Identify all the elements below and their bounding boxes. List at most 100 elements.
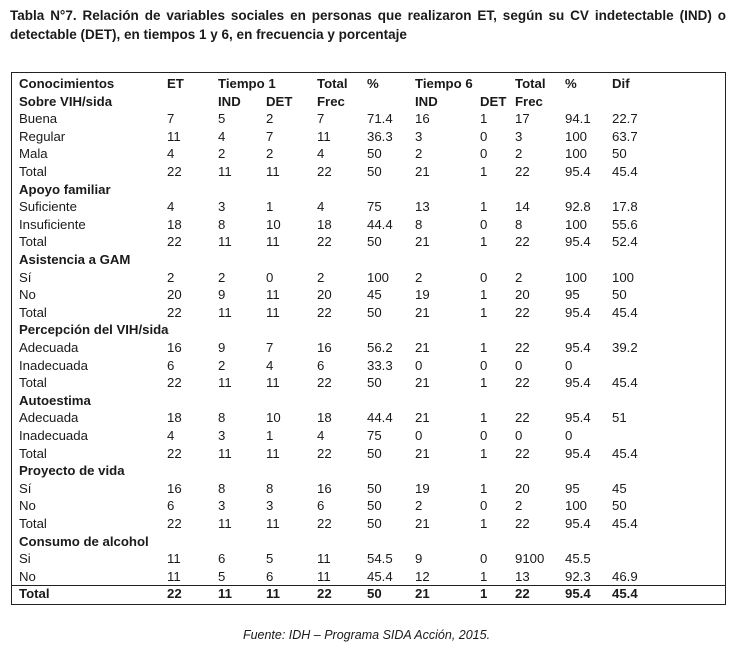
category-row: Apoyo familiar xyxy=(12,181,725,199)
cell-t1-pct: 100 xyxy=(367,269,390,285)
cell-label: Total xyxy=(19,234,47,250)
cell-t6-ind: 21 xyxy=(415,375,430,391)
cell-label: Total xyxy=(19,375,47,391)
table-row: No 20 9 11 20 45 19 1 20 95 50 xyxy=(12,286,725,304)
cell-t1-ind: 3 xyxy=(218,199,226,215)
cell-t1-det: 7 xyxy=(266,128,274,144)
cell-t1-ind: 2 xyxy=(218,146,226,162)
table-row: Sí 16 8 8 16 50 19 1 20 95 45 xyxy=(12,480,725,498)
cell-t6-det: 1 xyxy=(480,410,488,426)
cell-label: Asistencia a GAM xyxy=(19,252,131,267)
cell-t6-det: 1 xyxy=(480,111,488,127)
cell-t6-ind: 2 xyxy=(415,146,423,162)
cell-t1-pct: 36.3 xyxy=(367,128,393,144)
cell-t6-ind: IND xyxy=(415,93,438,109)
cell-t6-pct: 100 xyxy=(565,216,588,232)
cell-t6-total: 2 xyxy=(515,269,523,285)
cell-t1-det: 2 xyxy=(266,146,274,162)
cell-t6-total: 22 xyxy=(515,304,530,320)
cell-t1-det: 10 xyxy=(266,410,281,426)
cell-dif: 45.4 xyxy=(612,375,638,391)
cell-t1-pct: % xyxy=(367,76,379,91)
cell-dif: 50 xyxy=(612,287,627,303)
cell-t1-det: 4 xyxy=(266,357,274,373)
cell-t6-ind: 8 xyxy=(415,216,423,232)
cell-t6-ind: 9 xyxy=(415,551,423,567)
category-row: Autoestima xyxy=(12,392,725,410)
table-row: Si 11 6 5 11 54.5 9 0 9100 45.5 xyxy=(12,550,725,568)
cell-t6-ind: 21 xyxy=(415,410,430,426)
table-row: Total 22 11 11 22 50 21 1 22 95.4 52.4 xyxy=(12,233,725,251)
cell-t1-pct: 50 xyxy=(367,516,382,531)
cell-label: Mala xyxy=(19,146,48,162)
cell-t6-det: 1 xyxy=(480,340,488,355)
cell-et: 7 xyxy=(167,111,175,127)
cell-t1-ind: 11 xyxy=(218,164,232,179)
cell-t1-total: 22 xyxy=(317,516,332,531)
cell-t1-total: 18 xyxy=(317,410,332,426)
table-row: Inadecuada 4 3 1 4 75 0 0 0 0 xyxy=(12,427,725,445)
cell-t6-total: 20 xyxy=(515,287,530,303)
cell-label: Sobre VIH/sida xyxy=(19,93,113,109)
cell-label: Inadecuada xyxy=(19,357,88,373)
header-row: Sobre VIH/sida IND DET Frec IND DET Frec xyxy=(12,93,725,111)
cell-t1-total: 22 xyxy=(317,445,332,461)
cell-t6-pct: 94.1 xyxy=(565,111,591,127)
cell-label: Apoyo familiar xyxy=(19,181,111,197)
table-row: Sí 2 2 0 2 100 2 0 2 100 100 xyxy=(12,269,725,287)
cell-label: Adecuada xyxy=(19,340,79,355)
cell-t1-total: 2 xyxy=(317,269,325,285)
cell-t1-total: 11 xyxy=(317,128,331,144)
cell-dif: 22.7 xyxy=(612,111,638,127)
cell-t6-det: 0 xyxy=(480,146,488,162)
cell-t6-total: 22 xyxy=(515,375,530,391)
table-row: Total 22 11 11 22 50 21 1 22 95.4 45.4 xyxy=(12,445,725,463)
cell-t6-total: 3 xyxy=(515,128,523,144)
cell-t6-det: 0 xyxy=(480,357,488,373)
cell-t1-pct: 50 xyxy=(367,234,382,250)
cell-t1-pct: 50 xyxy=(367,480,382,496)
cell-dif: 51 xyxy=(612,410,627,426)
cell-t6-det: 1 xyxy=(480,375,488,391)
cell-et: 22 xyxy=(167,445,182,461)
cell-t1-ind: 11 xyxy=(218,375,232,391)
cell-et: 4 xyxy=(167,199,175,215)
cell-label: Total xyxy=(19,586,50,602)
cell-t6-pct: 95.4 xyxy=(565,375,591,391)
cell-t1-total: 22 xyxy=(317,234,332,250)
cell-dif: 52.4 xyxy=(612,234,638,250)
cell-label: No xyxy=(19,287,36,303)
cell-t6-ind: Tiempo 6 xyxy=(415,76,473,91)
cell-t6-det: 1 xyxy=(480,516,488,531)
cell-t6-total: 8 xyxy=(515,216,523,232)
cell-t1-ind: 5 xyxy=(218,568,226,584)
cell-t6-det: 0 xyxy=(480,551,488,567)
cell-t1-det: 11 xyxy=(266,304,280,320)
cell-t6-ind: 21 xyxy=(415,164,430,179)
total-divider xyxy=(12,585,725,587)
cell-dif: 45 xyxy=(612,480,627,496)
cell-dif: 45.4 xyxy=(612,164,638,179)
cell-t6-total: 0 xyxy=(515,428,523,443)
cell-t1-pct: 50 xyxy=(367,586,382,602)
cell-dif: 45.4 xyxy=(612,586,638,602)
cell-t6-pct: 0 xyxy=(565,357,573,373)
cell-t6-det: 0 xyxy=(480,428,488,443)
cell-t6-pct: 100 xyxy=(565,498,588,514)
category-row: Percepción del VIH/sida xyxy=(12,321,725,339)
cell-t1-total: 22 xyxy=(317,164,332,179)
cell-t1-pct: 71.4 xyxy=(367,111,393,127)
cell-dif: 17.8 xyxy=(612,199,638,215)
cell-t1-ind: 11 xyxy=(218,304,232,320)
cell-et: 2 xyxy=(167,269,175,285)
cell-dif: 63.7 xyxy=(612,128,638,144)
cell-t1-ind: 8 xyxy=(218,480,226,496)
cell-t6-det: 0 xyxy=(480,269,488,285)
cell-t6-det: DET xyxy=(480,93,507,109)
cell-t1-pct: 54.5 xyxy=(367,551,393,567)
cell-label: Sí xyxy=(19,269,32,285)
cell-dif: 45.4 xyxy=(612,516,638,531)
cell-t6-total: 13 xyxy=(515,568,530,584)
cell-t6-det: 1 xyxy=(480,586,488,602)
cell-dif: 39.2 xyxy=(612,340,638,355)
